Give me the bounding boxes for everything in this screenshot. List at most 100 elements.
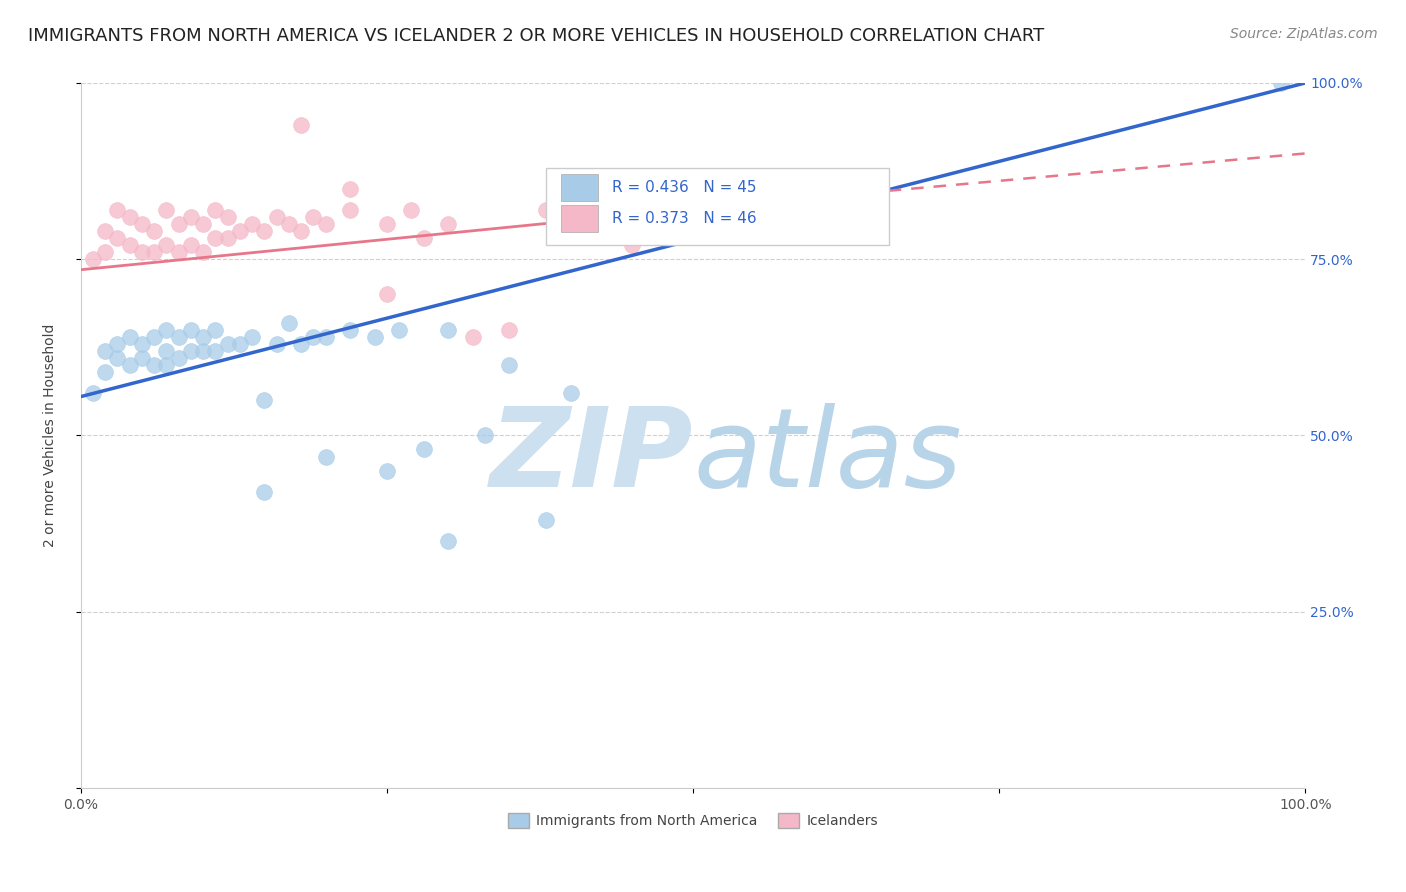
Text: R = 0.436   N = 45: R = 0.436 N = 45 xyxy=(612,180,756,194)
Point xyxy=(375,464,398,478)
Point xyxy=(339,202,361,217)
Point xyxy=(94,343,117,358)
Point xyxy=(118,210,141,224)
Point xyxy=(131,217,153,231)
Point xyxy=(266,336,288,351)
Point xyxy=(620,238,643,252)
Point xyxy=(180,238,202,252)
Point xyxy=(229,224,252,238)
Point xyxy=(315,329,337,343)
Point xyxy=(131,351,153,365)
Point xyxy=(193,329,215,343)
Point xyxy=(180,210,202,224)
Point xyxy=(143,358,166,372)
Point xyxy=(437,217,460,231)
Point xyxy=(229,336,252,351)
Point xyxy=(167,217,190,231)
Point xyxy=(375,217,398,231)
Point xyxy=(375,287,398,301)
Point xyxy=(82,252,104,267)
Point xyxy=(143,329,166,343)
Text: ZIP: ZIP xyxy=(489,403,693,510)
Legend: Immigrants from North America, Icelanders: Immigrants from North America, Icelander… xyxy=(503,808,883,834)
Text: atlas: atlas xyxy=(693,403,962,510)
Point xyxy=(277,316,299,330)
Text: Source: ZipAtlas.com: Source: ZipAtlas.com xyxy=(1230,27,1378,41)
Point xyxy=(217,210,239,224)
Point xyxy=(1270,76,1292,90)
Point xyxy=(388,323,411,337)
Point xyxy=(204,231,226,245)
Point xyxy=(290,118,312,132)
Point xyxy=(277,217,299,231)
Point xyxy=(131,245,153,260)
Point xyxy=(315,450,337,464)
Point xyxy=(107,231,129,245)
Point xyxy=(217,231,239,245)
Point xyxy=(118,358,141,372)
Point xyxy=(204,323,226,337)
Point xyxy=(155,323,177,337)
Point xyxy=(401,202,423,217)
Point xyxy=(437,323,460,337)
Point xyxy=(204,202,226,217)
Point xyxy=(193,245,215,260)
Point xyxy=(118,238,141,252)
Point xyxy=(534,202,557,217)
Point xyxy=(339,323,361,337)
Point xyxy=(94,224,117,238)
Text: IMMIGRANTS FROM NORTH AMERICA VS ICELANDER 2 OR MORE VEHICLES IN HOUSEHOLD CORRE: IMMIGRANTS FROM NORTH AMERICA VS ICELAND… xyxy=(28,27,1045,45)
Point xyxy=(193,217,215,231)
Point xyxy=(560,224,582,238)
Point xyxy=(155,343,177,358)
Point xyxy=(498,323,520,337)
Point xyxy=(339,182,361,196)
Point xyxy=(412,442,434,457)
Point xyxy=(290,224,312,238)
Point xyxy=(302,210,325,224)
FancyBboxPatch shape xyxy=(561,205,598,232)
Point xyxy=(180,323,202,337)
Point xyxy=(498,358,520,372)
Point xyxy=(253,484,276,499)
Point xyxy=(180,343,202,358)
Point xyxy=(94,365,117,379)
Point xyxy=(143,245,166,260)
Point xyxy=(193,343,215,358)
Point xyxy=(131,336,153,351)
Point xyxy=(302,329,325,343)
Text: R = 0.373   N = 46: R = 0.373 N = 46 xyxy=(612,211,756,226)
Point xyxy=(682,224,704,238)
Point xyxy=(534,513,557,527)
Point xyxy=(94,245,117,260)
Point xyxy=(240,329,263,343)
FancyBboxPatch shape xyxy=(546,168,889,245)
Point xyxy=(143,224,166,238)
Y-axis label: 2 or more Vehicles in Household: 2 or more Vehicles in Household xyxy=(44,324,58,547)
Point xyxy=(107,202,129,217)
FancyBboxPatch shape xyxy=(561,174,598,201)
Point xyxy=(315,217,337,231)
Point xyxy=(461,329,484,343)
Point xyxy=(437,534,460,549)
Point xyxy=(167,329,190,343)
Point xyxy=(118,329,141,343)
Point xyxy=(412,231,434,245)
Point xyxy=(155,358,177,372)
Point xyxy=(167,351,190,365)
Point xyxy=(204,343,226,358)
Point xyxy=(742,202,765,217)
Point xyxy=(107,351,129,365)
Point xyxy=(167,245,190,260)
Point xyxy=(240,217,263,231)
Point xyxy=(474,428,496,442)
Point xyxy=(290,336,312,351)
Point xyxy=(363,329,385,343)
Point xyxy=(253,393,276,408)
Point xyxy=(155,238,177,252)
Point xyxy=(107,336,129,351)
Point xyxy=(155,202,177,217)
Point xyxy=(217,336,239,351)
Point xyxy=(266,210,288,224)
Point xyxy=(253,224,276,238)
